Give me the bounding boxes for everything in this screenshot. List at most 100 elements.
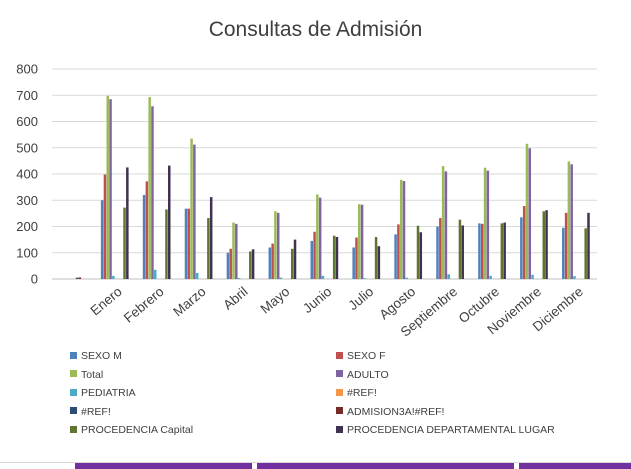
bar <box>310 240 313 279</box>
bar <box>436 226 439 279</box>
bar <box>480 223 484 279</box>
bar <box>229 248 232 279</box>
bar <box>78 277 82 279</box>
bar <box>109 99 112 279</box>
bar <box>363 278 367 279</box>
bar <box>573 276 576 279</box>
legend-swatch <box>336 388 343 396</box>
bar <box>439 218 442 279</box>
bar <box>123 207 126 279</box>
legend-label: SEXO F <box>347 350 386 362</box>
bar <box>165 209 168 279</box>
bar <box>145 181 149 279</box>
bar <box>461 225 464 279</box>
sheet-tab-bar <box>257 463 514 469</box>
bar <box>405 277 409 279</box>
bar <box>251 249 255 279</box>
bar <box>268 247 272 279</box>
y-tick-label: 300 <box>16 193 38 208</box>
bar <box>168 165 171 279</box>
bar <box>416 225 420 279</box>
sheet-divider <box>0 462 631 463</box>
legend-label: SEXO M <box>81 350 122 362</box>
legend-swatch <box>70 407 77 415</box>
x-tick-label: Marzo <box>170 284 208 320</box>
bar <box>103 174 107 279</box>
bar <box>193 144 196 279</box>
bar <box>184 208 188 279</box>
legend-swatch <box>336 407 343 415</box>
bar <box>100 200 104 279</box>
bar <box>274 211 277 279</box>
legend-swatch <box>70 388 77 396</box>
legend-item: #REF! <box>70 406 111 418</box>
y-tick-label: 400 <box>16 167 38 182</box>
bar <box>441 166 445 279</box>
y-tick-label: 800 <box>16 62 38 77</box>
bar <box>321 275 325 279</box>
bar <box>126 167 129 279</box>
bar <box>570 164 573 279</box>
legend-item: SEXO F <box>336 350 386 362</box>
legend-label: PROCEDENCIA DEPARTAMENTAL LUGAR <box>347 424 555 436</box>
bar <box>447 274 450 279</box>
bar <box>397 224 400 279</box>
bar <box>232 222 235 279</box>
bar <box>503 222 506 279</box>
legend-label: #REF! <box>347 387 377 399</box>
bar <box>374 237 378 279</box>
legend-item: ADMISION3A!#REF! <box>336 406 444 418</box>
legend-item: Total <box>70 369 103 381</box>
bar <box>316 194 319 279</box>
bar <box>564 212 568 279</box>
bar <box>106 95 109 280</box>
bar <box>545 210 548 279</box>
bar <box>154 269 157 279</box>
y-tick-label: 500 <box>16 140 38 155</box>
bar <box>520 217 523 279</box>
legend-item: ADULTO <box>336 369 389 381</box>
legend-label: Total <box>81 368 104 381</box>
bar <box>187 208 191 279</box>
legend-item: SEXO M <box>70 350 122 362</box>
x-tick-label: Julio <box>345 284 376 313</box>
bar <box>458 219 462 279</box>
legend-swatch <box>70 351 77 359</box>
legend-item: PROCEDENCIA DEPARTAMENTAL LUGAR <box>336 424 555 436</box>
legend-swatch <box>336 425 343 433</box>
bar <box>486 170 490 279</box>
bar <box>313 231 316 279</box>
sheet-tab-bar <box>519 463 631 469</box>
bar <box>249 251 252 279</box>
bar <box>235 223 238 279</box>
x-tick-label: Abril <box>220 284 250 313</box>
legend-swatch <box>336 370 343 378</box>
y-tick-label: 200 <box>16 219 38 234</box>
bar <box>525 143 529 279</box>
bar <box>209 197 213 279</box>
bar <box>151 106 154 280</box>
bar <box>142 195 146 279</box>
bar <box>542 211 546 279</box>
y-tick-label: 0 <box>31 272 38 287</box>
legend-label: #REF! <box>81 405 111 418</box>
legend-item: PROCEDENCIA Capital <box>70 424 193 436</box>
bar <box>290 248 294 279</box>
legend-swatch <box>70 425 77 433</box>
legend-swatch <box>70 370 77 378</box>
bar <box>276 212 280 279</box>
bar <box>522 206 526 279</box>
bar <box>419 232 423 279</box>
bar <box>332 235 336 279</box>
bar <box>399 179 403 279</box>
bar <box>358 204 361 279</box>
legend-item: PEDIATRIA <box>70 387 136 399</box>
bar <box>112 275 115 279</box>
x-tick-label: Febrero <box>121 284 167 326</box>
legend-label: ADMISION3A!#REF! <box>347 405 445 418</box>
bar <box>335 237 339 279</box>
legend-item: #REF! <box>336 387 377 399</box>
bar <box>483 167 487 279</box>
x-tick-label: Enero <box>88 284 125 319</box>
sheet-tab-bar <box>75 463 252 469</box>
